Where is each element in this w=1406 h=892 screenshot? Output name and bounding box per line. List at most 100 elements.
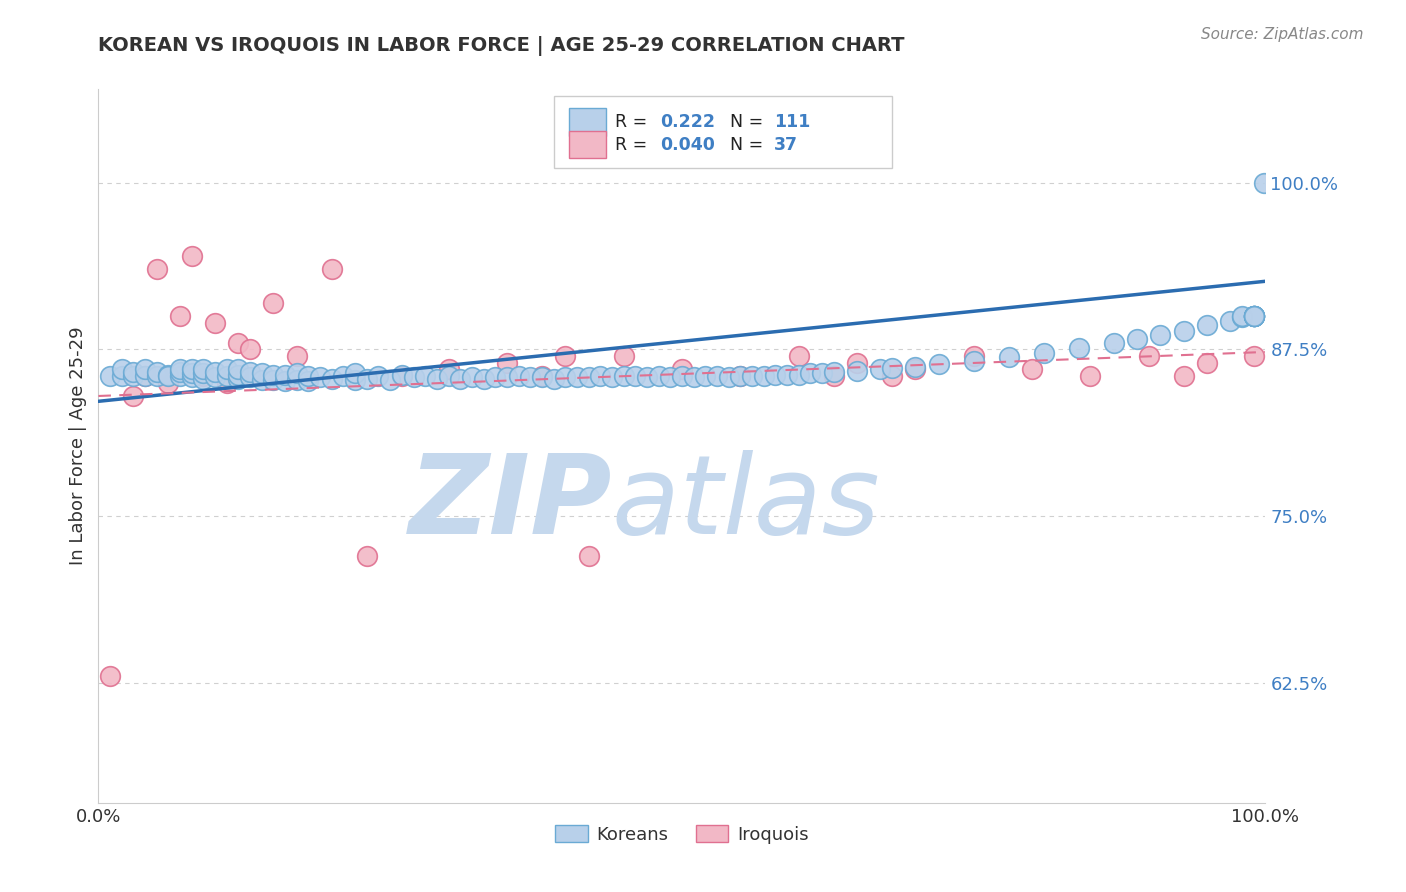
Point [367, 368, 389, 383]
Point [215, 362, 238, 376]
Point [122, 389, 145, 403]
Point [98, 669, 121, 683]
Point [122, 368, 145, 383]
Point [180, 367, 202, 381]
Point [1243, 309, 1265, 323]
Point [730, 368, 752, 383]
Point [530, 370, 553, 384]
Point [134, 368, 156, 383]
Point [285, 373, 308, 387]
Point [846, 356, 869, 370]
Point [204, 365, 226, 379]
Point [472, 371, 495, 385]
Point [111, 368, 134, 383]
Point [1126, 332, 1149, 346]
Text: 111: 111 [775, 113, 810, 131]
Point [846, 364, 869, 378]
Point [437, 362, 460, 376]
Point [1243, 309, 1265, 323]
Point [1243, 309, 1265, 323]
Point [730, 368, 752, 383]
Y-axis label: In Labor Force | Age 25-29: In Labor Force | Age 25-29 [69, 326, 87, 566]
Point [671, 368, 693, 383]
Text: 0.040: 0.040 [659, 136, 714, 153]
Point [776, 368, 799, 382]
Point [134, 368, 156, 383]
Point [578, 370, 600, 384]
Point [332, 368, 354, 383]
Point [228, 371, 250, 385]
Point [752, 368, 775, 383]
Point [380, 373, 402, 387]
Point [554, 370, 576, 384]
Point [1021, 362, 1043, 376]
Point [215, 368, 238, 383]
Point [356, 371, 378, 385]
Point [437, 368, 460, 383]
Point [262, 295, 284, 310]
Point [554, 349, 576, 363]
Text: R =: R = [616, 136, 648, 153]
Point [1243, 309, 1265, 323]
Point [1230, 310, 1253, 325]
Point [928, 357, 950, 371]
Text: R =: R = [616, 113, 648, 131]
Point [1253, 176, 1275, 190]
Point [274, 368, 297, 382]
Point [671, 362, 693, 376]
FancyBboxPatch shape [554, 96, 891, 168]
Point [741, 368, 763, 383]
Point [1137, 349, 1160, 363]
Point [624, 368, 647, 383]
Point [274, 374, 297, 388]
Point [98, 368, 121, 383]
Point [880, 368, 903, 383]
Point [134, 362, 156, 376]
Text: Source: ZipAtlas.com: Source: ZipAtlas.com [1201, 27, 1364, 42]
Point [695, 368, 717, 383]
Point [1243, 349, 1265, 363]
Point [565, 370, 588, 384]
Point [1080, 368, 1102, 383]
Point [904, 359, 927, 374]
Point [484, 370, 506, 384]
Point [356, 549, 378, 563]
Point [600, 370, 623, 384]
Point [519, 370, 541, 384]
Point [239, 343, 262, 357]
Point [1173, 368, 1195, 383]
Point [309, 370, 332, 384]
Point [869, 362, 891, 376]
Point [146, 368, 169, 383]
Point [157, 368, 180, 382]
Point [787, 349, 810, 363]
Point [297, 368, 319, 383]
Point [717, 370, 740, 384]
Point [157, 368, 180, 383]
Point [613, 349, 636, 363]
Point [321, 371, 343, 385]
Point [823, 368, 845, 383]
Point [1243, 309, 1265, 323]
Point [344, 373, 367, 387]
Point [496, 370, 519, 384]
Point [799, 367, 821, 381]
Point [262, 368, 284, 382]
Text: N =: N = [730, 113, 763, 131]
Point [228, 368, 250, 382]
Point [169, 365, 191, 379]
Point [391, 368, 413, 383]
Point [962, 354, 984, 368]
Text: 0.222: 0.222 [659, 113, 714, 131]
Point [1102, 335, 1125, 350]
Point [787, 368, 810, 382]
Point [461, 370, 484, 384]
Point [1243, 309, 1265, 323]
Point [250, 373, 273, 387]
Point [904, 362, 927, 376]
Point [262, 373, 284, 387]
Point [1230, 309, 1253, 323]
Point [321, 262, 343, 277]
Point [204, 316, 226, 330]
Point [111, 362, 134, 376]
